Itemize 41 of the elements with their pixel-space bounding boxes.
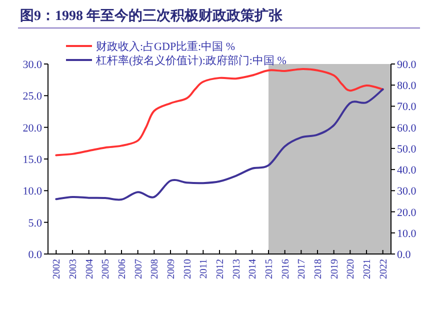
x-tick-label: 2021 bbox=[362, 259, 373, 279]
x-tick-label: 2015 bbox=[264, 259, 275, 279]
x-tick-label: 2020 bbox=[346, 259, 357, 279]
x-tick-label: 2009 bbox=[166, 259, 177, 279]
y2-tick-label: 50.0 bbox=[397, 143, 417, 156]
legend-label: 财政收入:占GDP比重:中国 % bbox=[96, 40, 236, 53]
x-tick-label: 2014 bbox=[248, 259, 259, 279]
x-tick-label: 2002 bbox=[52, 259, 63, 279]
x-tick-label: 2018 bbox=[313, 259, 324, 279]
x-tick-label: 2016 bbox=[280, 259, 292, 279]
x-tick-label: 2005 bbox=[100, 259, 112, 279]
x-tick-label: 2017 bbox=[296, 259, 308, 279]
title: 图9：1998 年至今的三次积极财政政策扩张 bbox=[20, 9, 282, 24]
x-tick-label: 2012 bbox=[215, 259, 226, 279]
x-tick-label: 2003 bbox=[68, 259, 79, 279]
x-tick-label: 2010 bbox=[182, 259, 194, 279]
y2-tick-label: 20.0 bbox=[397, 206, 417, 219]
x-tick-label: 2007 bbox=[133, 259, 144, 279]
legend-label: 杠杆率(按名义价值计):政府部门:中国 % bbox=[95, 54, 286, 67]
y-tick-label: 10.0 bbox=[22, 186, 42, 198]
y2-tick-label: 10.0 bbox=[397, 228, 417, 240]
x-tick-label: 2008 bbox=[150, 259, 161, 279]
y-tick-label: 25.0 bbox=[22, 90, 42, 103]
y-tick-label: 5.0 bbox=[28, 217, 42, 230]
x-tick-label: 2011 bbox=[198, 259, 210, 279]
x-tick-label: 2006 bbox=[117, 259, 128, 279]
y2-tick-label: 0.0 bbox=[397, 249, 412, 261]
y-tick-label: 15.0 bbox=[22, 154, 42, 166]
y-tick-label: 0.0 bbox=[28, 249, 42, 261]
x-tick-label: 2019 bbox=[329, 259, 340, 279]
y2-tick-label: 40.0 bbox=[397, 164, 417, 177]
y2-tick-label: 70.0 bbox=[397, 101, 417, 114]
y2-tick-label: 80.0 bbox=[397, 80, 417, 92]
y-tick-label: 30.0 bbox=[22, 59, 42, 71]
x-tick-label: 2022 bbox=[378, 259, 390, 279]
x-tick-label: 2004 bbox=[84, 259, 96, 279]
y-tick-label: 20.0 bbox=[22, 122, 42, 134]
x-tick-label: 2013 bbox=[231, 259, 242, 279]
y2-tick-label: 60.0 bbox=[397, 122, 417, 134]
y2-tick-label: 90.0 bbox=[397, 59, 417, 71]
y2-tick-label: 30.0 bbox=[397, 186, 417, 198]
